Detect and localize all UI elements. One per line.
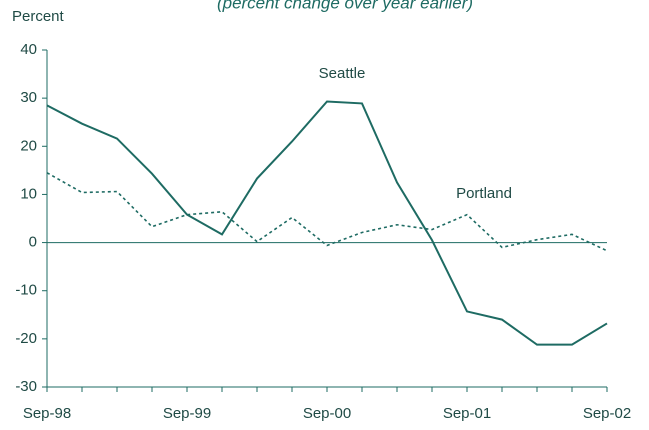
series-label: Portland	[456, 185, 512, 202]
y-tick-label: -20	[15, 330, 37, 347]
x-tick-label: Sep-02	[583, 405, 631, 422]
y-tick-label: 30	[20, 89, 37, 106]
y-tick-label: 40	[20, 41, 37, 58]
y-tick-label: 20	[20, 137, 37, 154]
y-tick-label: 10	[20, 185, 37, 202]
x-tick-label: Sep-00	[303, 405, 351, 422]
y-tick-label: -30	[15, 378, 37, 395]
x-tick-label: Sep-99	[163, 405, 211, 422]
y-axis-label: Percent	[12, 8, 65, 25]
series-line	[46, 100, 608, 346]
x-tick-label: Sep-98	[23, 405, 71, 422]
x-tick-label: Sep-01	[443, 405, 491, 422]
series-label: Seattle	[319, 65, 366, 82]
y-tick-label: 0	[29, 234, 37, 251]
y-tick-label: -10	[15, 282, 37, 299]
series-line	[46, 172, 608, 252]
chart-subtitle: (percent change over year earlier)	[217, 0, 473, 12]
